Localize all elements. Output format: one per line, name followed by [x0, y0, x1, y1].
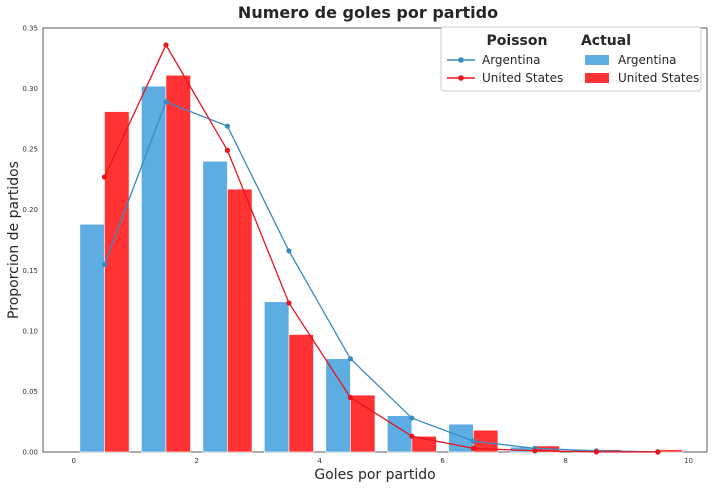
x-tick-2: 2 [194, 457, 198, 465]
y-tick-0.10: 0.10 [22, 327, 38, 335]
y-axis-label: Proporcion de partidos [6, 161, 22, 319]
poisson-point-argentina-5.5 [409, 415, 415, 421]
poisson-line-united-states [103, 43, 658, 453]
bar-argentina-2 [202, 160, 228, 453]
legend-actual-swatch-argentina [585, 55, 609, 65]
legend-actual-label-argentina: Argentina [618, 53, 677, 67]
y-tick-0.30: 0.30 [22, 85, 38, 93]
x-tick-6: 6 [440, 457, 445, 465]
y-ticks: 0.00 0.05 0.10 0.15 0.20 0.25 0.30 0.35 [22, 25, 38, 457]
poisson-point-argentina-6.5 [470, 438, 476, 444]
poisson-point-argentina-3.5 [286, 248, 292, 254]
poisson-point-argentina-0.5 [101, 261, 108, 267]
legend-box [440, 26, 702, 92]
legend-poisson-marker-argentina [458, 57, 464, 63]
x-tick-4: 4 [317, 457, 322, 465]
legend-poisson-label-argentina: Argentina [482, 53, 541, 67]
x-axis-label: Goles por partido [314, 467, 435, 483]
bars-layer [79, 74, 683, 453]
poisson-line-argentina [103, 101, 658, 453]
legend-actual-header: Actual [581, 33, 631, 49]
bar-united-states-3 [288, 334, 314, 453]
bar-argentina-4 [325, 358, 351, 453]
poisson-point-united-states-1.5 [163, 42, 169, 48]
x-tick-0: 0 [72, 457, 76, 465]
poisson-point-united-states-8.5 [593, 449, 599, 455]
legend-poisson-header: Poisson [487, 33, 548, 49]
poisson-point-united-states-7.5 [532, 448, 538, 454]
y-tick-0.15: 0.15 [22, 267, 38, 275]
bar-argentina-0 [79, 223, 105, 453]
poisson-point-united-states-2.5 [224, 147, 231, 153]
x-ticks: 0 2 4 6 8 10 [72, 457, 694, 465]
y-tick-0.35: 0.35 [22, 25, 38, 33]
bar-united-states-0 [104, 111, 130, 453]
y-tick-0.20: 0.20 [22, 206, 38, 214]
poisson-point-united-states-5.5 [409, 433, 415, 439]
poisson-point-united-states-9.5 [655, 449, 661, 455]
poisson-point-united-states-0.5 [101, 174, 108, 180]
y-tick-0.05: 0.05 [22, 388, 38, 396]
bar-united-states-4 [350, 394, 376, 453]
bar-argentina-1 [141, 85, 167, 453]
y-tick-0.00: 0.00 [22, 449, 38, 457]
legend-actual-label-united-states: United States [618, 71, 699, 85]
poisson-point-united-states-3.5 [286, 300, 292, 306]
bar-united-states-1 [165, 74, 191, 453]
poisson-lines-layer [101, 42, 661, 455]
x-tick-8: 8 [563, 457, 567, 465]
poisson-point-argentina-1.5 [163, 99, 169, 105]
poisson-point-united-states-4.5 [347, 394, 354, 401]
poisson-point-united-states-6.5 [470, 445, 476, 451]
bar-united-states-9 [657, 449, 683, 453]
legend-poisson-marker-united-states [458, 75, 464, 81]
legend-poisson-label-united-states: United States [482, 71, 563, 85]
x-tick-10: 10 [684, 457, 693, 465]
poisson-point-argentina-2.5 [224, 123, 231, 129]
y-tick-0.25: 0.25 [22, 146, 38, 154]
bar-argentina-3 [264, 301, 290, 453]
poisson-point-argentina-4.5 [347, 356, 354, 362]
legend-items: Argentina United States Argentina United St… [447, 53, 699, 85]
chart-title: Numero de goles por partido [238, 3, 498, 22]
bar-united-states-2 [227, 188, 253, 453]
legend-actual-swatch-united-states [585, 73, 609, 83]
